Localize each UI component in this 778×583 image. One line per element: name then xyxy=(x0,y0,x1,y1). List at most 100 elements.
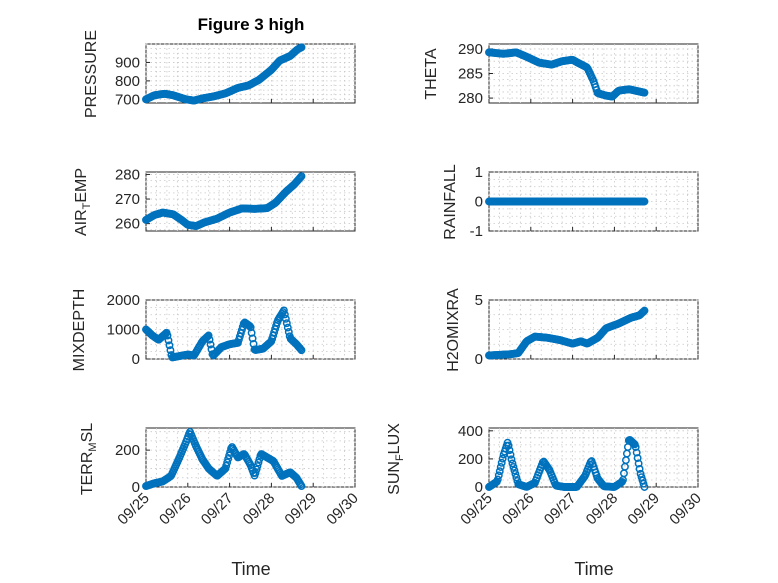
xlabel-right: Time xyxy=(574,559,613,579)
x-tick-label: 09/27 xyxy=(541,490,580,529)
figure-title: Figure 3 high xyxy=(198,15,305,34)
y-tick-label: 400 xyxy=(458,423,483,440)
axes-mixdepth: MIXDEPTH 0 1000 2000 xyxy=(71,289,356,372)
data-point xyxy=(248,334,257,343)
ylabel-rainfall: RAINFALL xyxy=(442,164,459,240)
data-point xyxy=(506,450,515,459)
x-tick-label: 09/28 xyxy=(240,490,279,529)
x-tick-label: 09/29 xyxy=(624,490,663,529)
data-point xyxy=(297,172,306,181)
data-point xyxy=(254,458,263,467)
data-point xyxy=(497,458,506,467)
data-point xyxy=(505,446,514,455)
data-point xyxy=(512,473,521,482)
y-tick-label: 2000 xyxy=(107,292,140,309)
y-tick-label: 700 xyxy=(115,91,140,108)
ylabel-air-temp: AIRTEMP xyxy=(73,168,93,236)
data-point xyxy=(163,331,172,340)
data-point xyxy=(507,455,516,464)
y-tick-label: -1 xyxy=(470,223,483,240)
x-tick-label: 09/26 xyxy=(156,490,195,529)
data-point xyxy=(280,310,289,319)
data-point xyxy=(253,462,262,470)
data-point xyxy=(633,454,642,462)
y-tick-label: 1000 xyxy=(107,322,140,339)
data-point xyxy=(297,43,306,52)
data-point xyxy=(632,448,641,457)
data-point xyxy=(166,346,175,355)
x-tick-label: 09/29 xyxy=(281,490,320,529)
data-point xyxy=(164,336,173,345)
ylabel-h2omixra: H2OMIXRA xyxy=(445,288,462,372)
y-tick-label: 0 xyxy=(132,479,140,496)
data-point xyxy=(246,323,255,332)
data-point xyxy=(493,475,502,484)
data-point xyxy=(247,328,256,337)
data-point xyxy=(252,465,261,474)
data-point xyxy=(509,462,518,471)
axes-air-temp: AIRTEMP 260 270 280 xyxy=(73,166,356,236)
axes-rainfall: RAINFALL -1 0 1 xyxy=(442,164,699,240)
data-point xyxy=(297,482,306,491)
data-point xyxy=(205,335,214,344)
y-tick-label: 0 xyxy=(475,194,483,211)
y-tick-label: 5 xyxy=(475,292,483,309)
y-tick-label: 260 xyxy=(115,216,140,233)
data-point xyxy=(296,173,305,182)
ylabel-pressure: PRESSURE xyxy=(83,30,100,118)
data-point xyxy=(494,471,503,480)
y-tick-label: 800 xyxy=(115,73,140,90)
data-point xyxy=(631,443,640,452)
ylabel-terr-msl: TERRMSL xyxy=(79,423,99,495)
data-point xyxy=(223,458,232,467)
data-point xyxy=(204,331,213,340)
data-point xyxy=(640,88,649,97)
data-point xyxy=(283,323,292,332)
y-tick-label: 200 xyxy=(115,442,140,459)
data-point xyxy=(511,470,520,478)
data-point xyxy=(206,340,215,349)
y-tick-label: 280 xyxy=(115,166,140,183)
data-point xyxy=(510,466,519,475)
ylabel-mixdepth: MIXDEPTH xyxy=(71,289,88,372)
data-point xyxy=(640,483,649,491)
y-tick-label: 1 xyxy=(475,164,483,181)
data-point xyxy=(251,468,260,477)
x-tick-label: 09/30 xyxy=(323,490,362,529)
y-tick-label: 270 xyxy=(115,191,140,208)
data-point xyxy=(639,307,648,316)
y-tick-label: 290 xyxy=(458,41,483,58)
data-point xyxy=(495,467,504,476)
data-point xyxy=(282,319,291,328)
data-point xyxy=(284,328,293,336)
axes-theta: THETA 280 285 290 xyxy=(423,41,699,107)
y-tick-label: 285 xyxy=(458,66,483,83)
ylabel-theta: THETA xyxy=(423,48,440,100)
data-point xyxy=(640,197,649,206)
data-point xyxy=(224,454,233,463)
y-tick-label: 280 xyxy=(458,90,483,107)
y-tick-label: 0 xyxy=(475,351,483,368)
xlabel-left: Time xyxy=(231,559,270,579)
y-tick-label: 0 xyxy=(132,351,140,368)
data-point xyxy=(638,308,647,317)
data-point xyxy=(504,441,513,450)
data-point xyxy=(165,341,174,350)
data-point xyxy=(639,479,648,488)
data-point xyxy=(635,465,644,473)
data-point xyxy=(640,306,649,315)
x-tick-label: 09/27 xyxy=(198,490,237,529)
data-point xyxy=(279,306,288,315)
data-point xyxy=(281,314,290,323)
data-point xyxy=(634,459,643,468)
data-point xyxy=(296,345,305,353)
data-point xyxy=(297,346,306,355)
x-tick-label: 09/26 xyxy=(499,490,538,529)
data-point xyxy=(222,461,231,470)
y-tick-label: 0 xyxy=(475,479,483,496)
data-point xyxy=(508,459,517,468)
data-point xyxy=(496,463,505,471)
